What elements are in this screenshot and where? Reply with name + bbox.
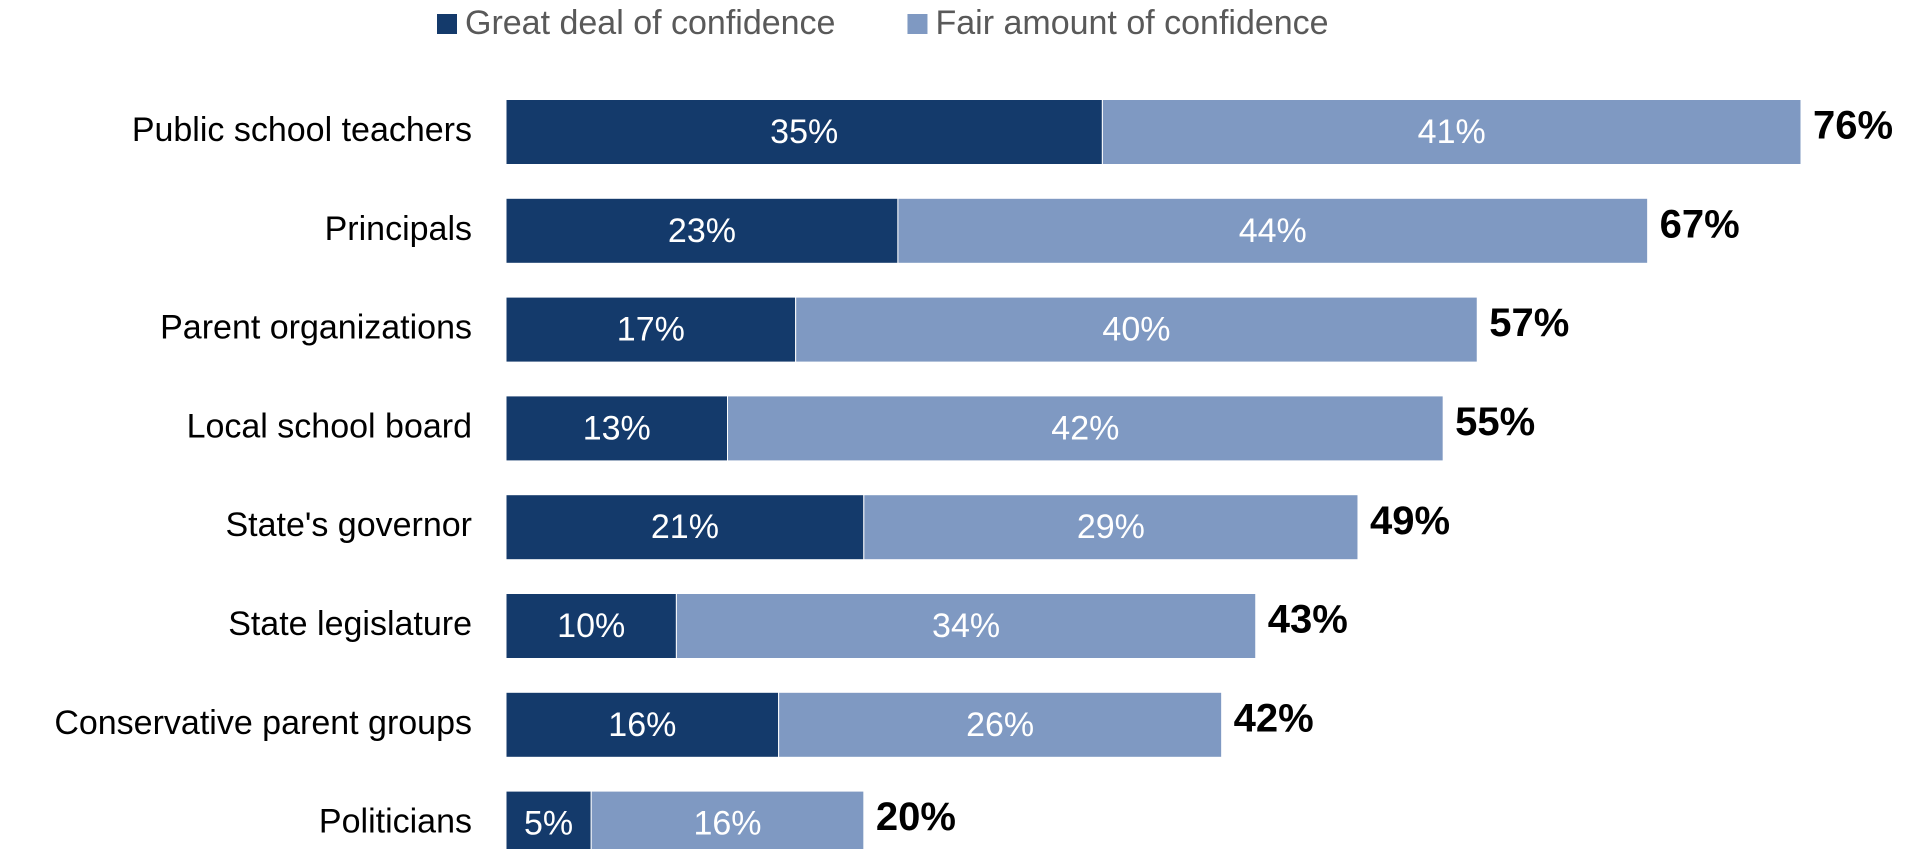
value-label: 10% [557, 607, 625, 645]
value-label: 35% [770, 113, 838, 151]
bar-segment [505, 296, 797, 363]
category-label: Local school board [187, 407, 472, 445]
value-label: 34% [932, 607, 1000, 645]
bar-segment [505, 395, 729, 462]
value-label: 41% [1418, 113, 1486, 151]
bar-segment [795, 296, 1478, 363]
value-label: 42% [1051, 409, 1119, 447]
category-label: Public school teachers [132, 111, 472, 149]
value-label: 13% [583, 409, 651, 447]
bar-segment [675, 593, 1257, 659]
total-label: 67% [1660, 202, 1740, 246]
bar-segment [863, 494, 1359, 561]
bar-segment [727, 395, 1444, 462]
total-label: 49% [1370, 499, 1450, 543]
category-label: State legislature [228, 605, 472, 643]
bar-segment [897, 197, 1649, 264]
value-label: 40% [1102, 311, 1170, 349]
legend-label: Great deal of confidence [465, 4, 835, 42]
total-label: 42% [1234, 696, 1314, 740]
value-label: 21% [651, 508, 719, 546]
category-label: Parent organizations [160, 309, 472, 347]
legend-swatch [907, 14, 928, 34]
bar-segment [505, 197, 899, 264]
category-label: State's governor [225, 506, 472, 544]
bar-segment [590, 790, 865, 849]
bar-segment [505, 99, 1103, 165]
total-label: 20% [876, 795, 956, 839]
total-label: 57% [1489, 301, 1569, 345]
legend-label: Fair amount of confidence [935, 4, 1328, 42]
value-label: 23% [668, 212, 736, 250]
category-label: Principals [325, 210, 472, 248]
value-label: 17% [617, 311, 685, 349]
total-label: 76% [1813, 104, 1893, 148]
bar-segment [778, 691, 1223, 758]
total-label: 55% [1455, 400, 1535, 444]
category-label: Conservative parent groups [54, 704, 472, 742]
value-label: 16% [693, 805, 761, 843]
bar-segment [505, 494, 865, 561]
value-label: 16% [608, 706, 676, 744]
total-label: 43% [1268, 598, 1348, 642]
value-label: 26% [966, 706, 1034, 744]
value-label: 44% [1239, 212, 1307, 250]
value-label: 29% [1077, 508, 1145, 546]
category-label: Politicians [319, 803, 472, 841]
bar-segment [505, 691, 780, 758]
bar-segment [1101, 99, 1802, 165]
value-label: 5% [524, 805, 573, 843]
legend-swatch [437, 14, 457, 34]
